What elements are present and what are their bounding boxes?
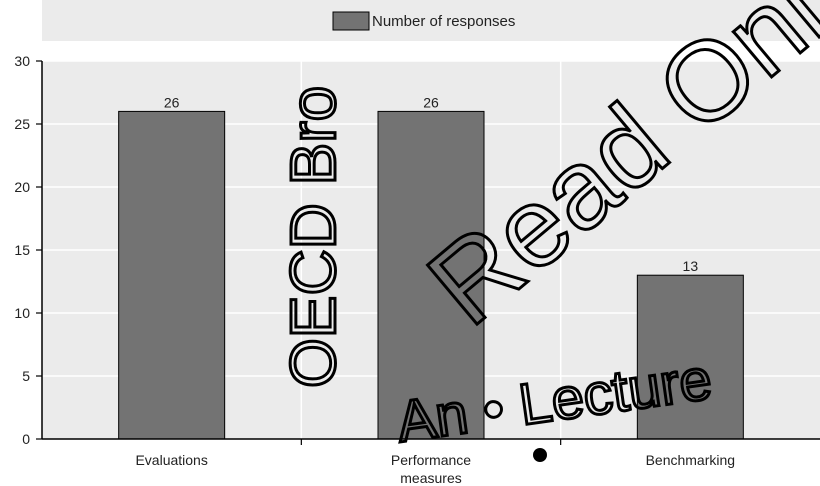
watermark-bullet [533, 448, 547, 462]
x-tick-label-line: Benchmarking [646, 452, 736, 468]
x-axis-ticks: Evaluations Performance measures Benchmarki… [135, 439, 735, 486]
y-axis-ticks: 0 5 10 15 20 25 30 [14, 53, 42, 447]
x-tick-label: Benchmarking [646, 452, 736, 468]
y-tick-label: 15 [14, 242, 30, 258]
bar [377, 110, 485, 440]
legend-background [42, 0, 820, 41]
x-tick-label: Evaluations [135, 452, 207, 468]
y-tick-label: 25 [14, 116, 30, 132]
data-label: 26 [423, 94, 439, 110]
x-tick-label-line: Performance [391, 452, 471, 468]
x-tick-label-line: Evaluations [135, 452, 207, 468]
data-labels: 26 26 13 [164, 94, 698, 274]
data-label: 13 [683, 258, 699, 274]
y-tick-label: 0 [22, 431, 30, 447]
y-tick-label: 5 [22, 368, 30, 384]
x-tick-label-line: measures [400, 470, 461, 486]
bar [118, 110, 226, 440]
legend-label: Number of responses [372, 13, 515, 30]
data-label: 26 [164, 94, 180, 110]
x-tick-label: Performance measures [391, 452, 471, 486]
bar [636, 274, 744, 440]
legend: Number of responses [332, 11, 515, 31]
y-tick-label: 20 [14, 179, 30, 195]
legend-swatch [332, 11, 370, 31]
watermark-vertical-text: OECD Bro [277, 86, 349, 388]
y-tick-label: 30 [14, 53, 30, 69]
bars [118, 110, 744, 440]
y-tick-label: 10 [14, 305, 30, 321]
